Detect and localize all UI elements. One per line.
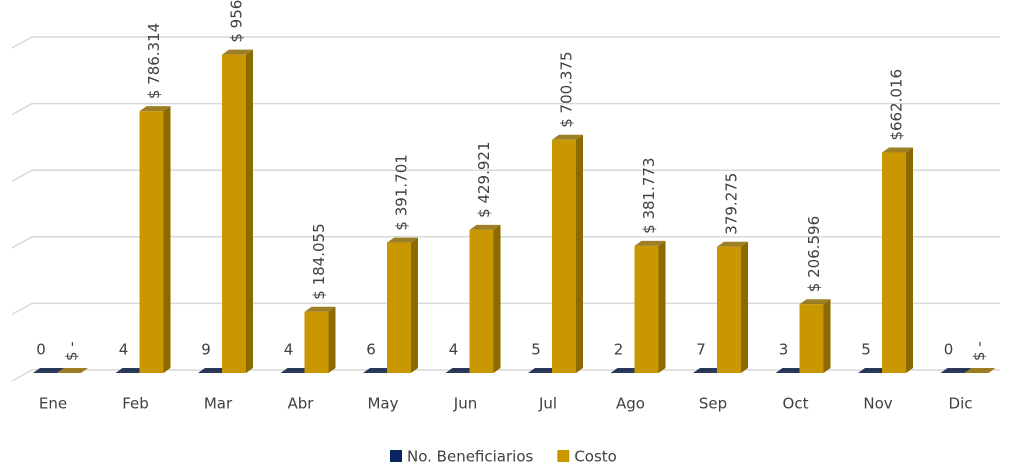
bar-top (33, 368, 64, 373)
bar-top (882, 147, 913, 153)
data-label: $662.016 (888, 69, 906, 141)
grid-line (11, 369, 1000, 382)
bar (139, 111, 164, 373)
legend-label: Costo (574, 448, 617, 465)
legend-swatch (390, 450, 402, 462)
bar-side (741, 241, 748, 373)
bar-top (634, 240, 666, 246)
legend-swatch (557, 450, 570, 462)
grid-line (11, 236, 1000, 249)
bar-top (552, 134, 583, 140)
bar-top (799, 299, 831, 305)
bar-top (528, 367, 559, 373)
data-label: $ 786.314 (145, 23, 163, 99)
bar-side (823, 299, 831, 373)
bar-side (411, 237, 418, 373)
bar-top (57, 368, 88, 373)
bar-top (280, 367, 312, 373)
grid-line (11, 169, 1000, 182)
data-label: $ 206.596 (805, 216, 823, 292)
bar-top (717, 241, 748, 247)
bar-top (363, 367, 394, 373)
bar-top (387, 237, 418, 243)
bar-top (940, 368, 972, 373)
bar-top (304, 306, 336, 312)
data-label: $ 956.052 (228, 0, 246, 43)
data-label: 5 (531, 341, 541, 359)
bar (469, 229, 494, 373)
bar-top (222, 49, 253, 55)
data-label: 7 (696, 341, 706, 359)
data-label: 379.275 (723, 173, 741, 235)
bar-top (858, 367, 889, 373)
x-tick-label: Jul (538, 395, 557, 413)
bar-top (693, 367, 724, 373)
data-label: 2 (614, 341, 624, 359)
x-tick-label: Ene (39, 395, 67, 413)
bar-top (775, 367, 807, 373)
bar-top (139, 106, 171, 112)
x-tick-label: Feb (122, 395, 149, 413)
x-tick-label: Abr (288, 395, 315, 413)
x-tick-label: May (367, 395, 398, 413)
bar-top (115, 367, 147, 373)
x-tick-label: Nov (863, 395, 892, 413)
x-tick-label: Ago (616, 395, 645, 413)
bar-top (964, 368, 996, 373)
data-label: 3 (779, 341, 789, 359)
grid-line (11, 36, 1000, 49)
data-label: 5 (861, 341, 871, 359)
bar-side (576, 134, 583, 373)
bar-top (445, 367, 477, 373)
bar-side (328, 306, 336, 373)
x-tick-label: Sep (699, 395, 727, 413)
data-label: $ - (970, 341, 988, 361)
data-label: 0 (944, 341, 954, 359)
bar (634, 245, 659, 373)
bar (304, 311, 329, 373)
bar-side (163, 106, 171, 373)
grid-line (11, 302, 1000, 316)
x-tick-label: Dic (949, 395, 973, 413)
bar-side (493, 224, 501, 373)
data-label: 6 (366, 341, 376, 359)
legend-label: No. Beneficiarios (407, 448, 533, 465)
data-label: $ 391.701 (393, 154, 411, 230)
grid-line (11, 102, 1000, 116)
bar-top (469, 224, 501, 230)
data-label: $ 381.773 (640, 158, 658, 234)
data-label: $ - (63, 341, 81, 361)
x-tick-label: Oct (783, 395, 809, 413)
data-label: $ 700.375 (558, 51, 576, 127)
bar (222, 54, 246, 374)
data-label: $ 184.055 (310, 223, 328, 299)
bar (717, 246, 741, 373)
data-label: 4 (449, 341, 459, 359)
data-label: $ 429.921 (475, 141, 493, 217)
data-label: 0 (36, 341, 46, 359)
x-tick-label: Jun (453, 395, 477, 413)
bar-side (246, 49, 253, 374)
data-label: 9 (201, 341, 211, 359)
bar-top (610, 367, 642, 373)
bar (882, 152, 906, 373)
x-tick-label: Mar (204, 395, 233, 413)
bar-side (658, 240, 666, 373)
bar (799, 304, 824, 373)
bar (552, 139, 576, 373)
bar-top (198, 367, 229, 373)
data-label: 4 (284, 341, 294, 359)
bar (387, 242, 411, 373)
bar-side (906, 147, 913, 373)
data-label: 4 (119, 341, 129, 359)
